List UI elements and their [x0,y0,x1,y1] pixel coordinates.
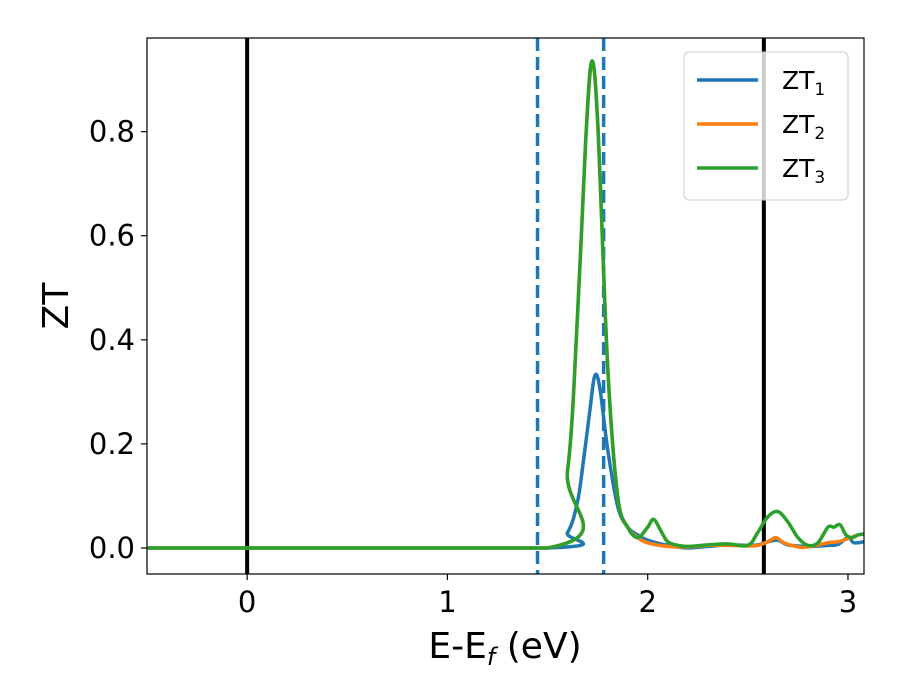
x-axis: 0 1 2 3 [238,574,857,619]
y-tick-label: 0.6 [89,219,135,253]
legend-frame [683,51,849,201]
legend-label-zt3: ZT3 [782,154,825,188]
plot-frame [146,37,865,575]
series-line-zt1 [147,372,864,550]
x-tick-label: 3 [839,585,857,619]
y-tick-label: 0.0 [89,531,135,565]
y-tick-label: 0.8 [89,115,135,149]
x-tick-label: 1 [438,585,456,619]
series-layer [147,59,864,550]
y-tick-label: 0.2 [89,427,135,461]
y-tick-label: 0.4 [89,323,135,357]
x-tick-label: 2 [638,585,656,619]
y-axis-label: ZT [36,282,77,330]
x-tick-label: 0 [238,585,256,619]
legend: ZT1 ZT2 ZT3 [683,51,849,201]
legend-label-zt2: ZT2 [782,110,825,144]
x-axis-label: E-Ef (eV) [428,626,581,671]
series-line-zt3 [147,59,864,550]
y-axis: 0.0 0.2 0.4 0.6 0.8 [89,115,147,565]
legend-label-zt1: ZT1 [782,66,825,100]
